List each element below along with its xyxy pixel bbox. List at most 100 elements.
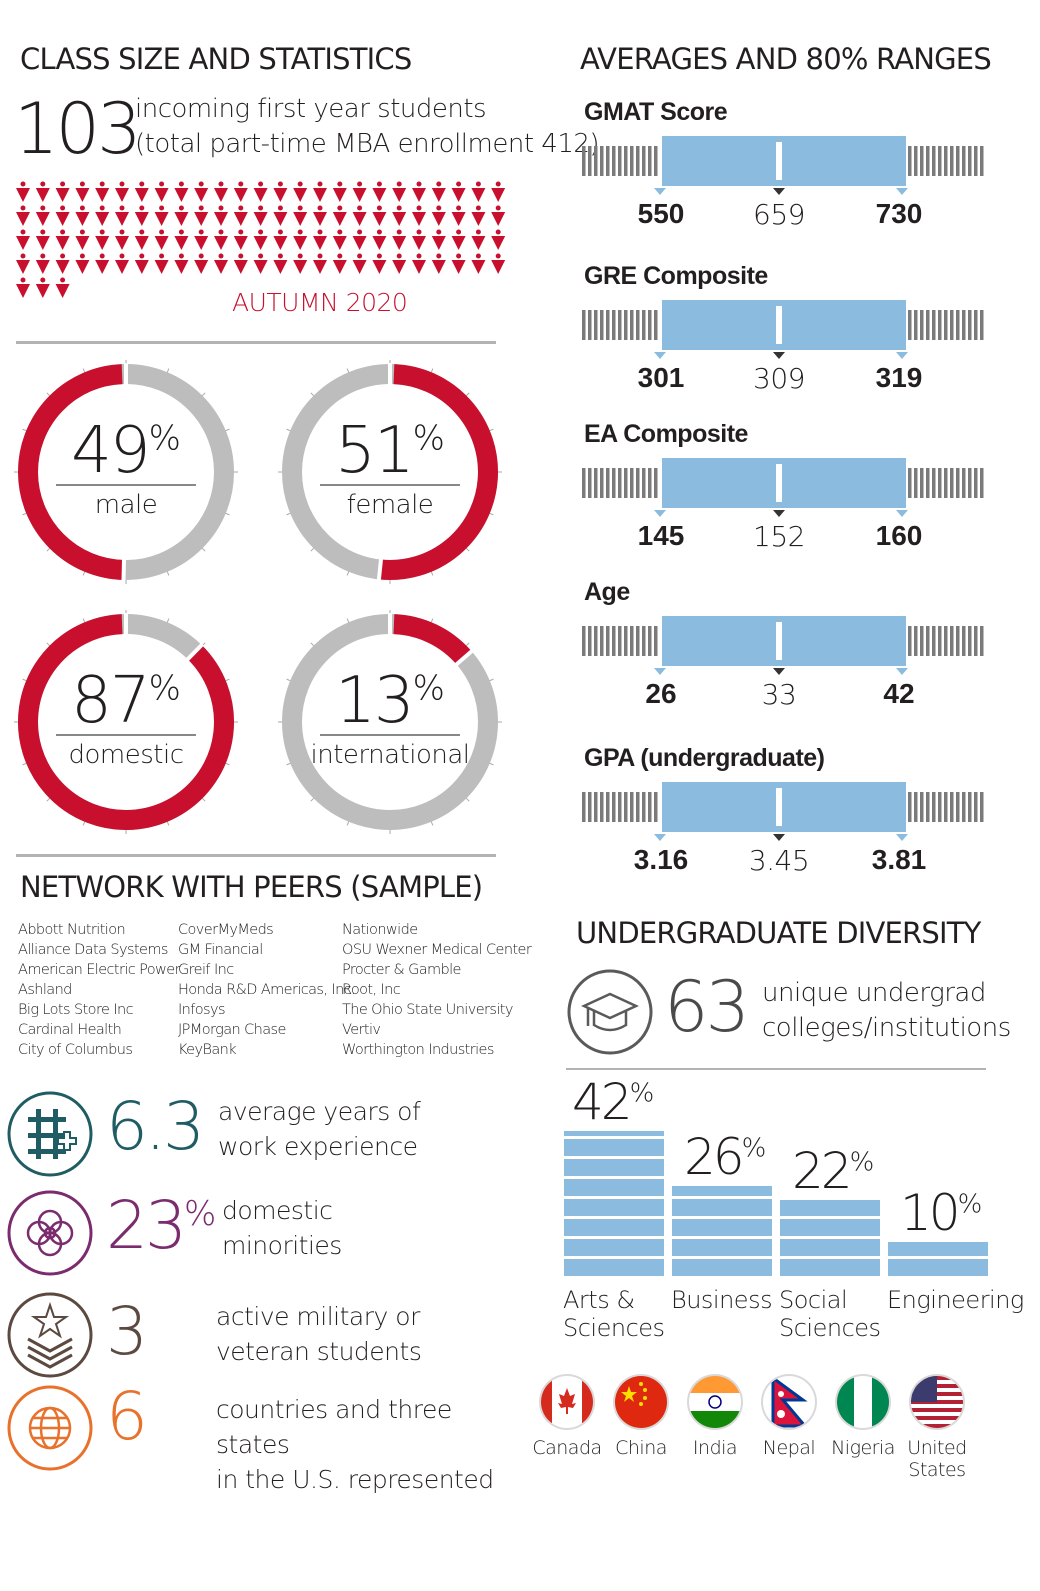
company-col-1: Abbott Nutrition Alliance Data Systems A… (18, 920, 181, 1060)
range-hatch (944, 792, 948, 822)
student-marker (75, 205, 90, 226)
range-hatch (956, 310, 960, 340)
bar (780, 1200, 880, 1276)
donut-segment (393, 614, 472, 665)
range-low-value: 301 (637, 362, 685, 393)
us-flag-icon (909, 1374, 965, 1430)
range-hatch (624, 146, 628, 176)
range-hatch (594, 626, 598, 656)
range-hatch (594, 146, 598, 176)
flag-india: India (678, 1372, 752, 1459)
student-marker (392, 229, 407, 250)
company-name: JPMorgan Chase (178, 1022, 286, 1038)
range-high-pointer (896, 510, 908, 517)
country-label: China (615, 1437, 667, 1459)
student-marker (253, 229, 268, 250)
range-hatch (974, 626, 978, 656)
ranges-title: AVERAGES AND 80% RANGES (580, 42, 992, 76)
divider (16, 854, 496, 857)
range-label: EA Composite (584, 420, 748, 448)
fact-value: 6.3 (106, 1088, 205, 1165)
range-hatch (920, 468, 924, 498)
range-hatch (636, 146, 640, 176)
range-hatch (926, 626, 930, 656)
range-hatch (600, 310, 604, 340)
donut-female-value: 51% (335, 414, 445, 488)
donut-divider (320, 734, 460, 736)
range-low-value: 3.16 (633, 844, 689, 875)
fact-desc-line1: active military or (216, 1302, 420, 1331)
donut-domestic-label: domestic (68, 740, 185, 770)
student-marker (412, 253, 426, 274)
range-hatch (980, 468, 984, 498)
range-hatch (920, 146, 924, 176)
range-hatch (654, 146, 658, 176)
student-marker (134, 181, 149, 202)
range-hatch (642, 146, 646, 176)
globe-icon (7, 1385, 93, 1471)
range-hatch (588, 626, 592, 656)
student-marker (75, 181, 90, 202)
range-hatch (606, 626, 610, 656)
range-bar (582, 136, 984, 195)
range-hatch (630, 626, 634, 656)
fact-desc: average years of work experience (218, 1094, 421, 1164)
fact-desc-line1: average years of (218, 1097, 421, 1126)
donut-gap (376, 558, 384, 581)
donut-female-ring (278, 360, 502, 584)
range-hatch (938, 310, 942, 340)
range-average-marker (776, 142, 782, 180)
company-name: Big Lots Store Inc (18, 1002, 134, 1018)
term-label: AUTUMN 2020 (232, 288, 408, 317)
range-hatch (932, 792, 936, 822)
country-label: Canada (532, 1437, 602, 1459)
student-marker (313, 181, 327, 202)
donut-divider (320, 484, 460, 486)
range-hatch (980, 146, 984, 176)
range-hatch (968, 468, 972, 498)
donut-male-value: 49% (71, 414, 181, 488)
range-hatch (920, 626, 924, 656)
fact-value: 6 (106, 1378, 148, 1455)
range-hatch (974, 146, 978, 176)
range-80pct-bar (662, 782, 906, 832)
range-hatch (624, 626, 628, 656)
bar-category-label: Arts & Sciences (563, 1286, 665, 1342)
range-low-pointer (654, 352, 666, 359)
range-hatch (920, 310, 924, 340)
company-name: Ashland (18, 982, 72, 998)
flag-nepal: Nepal (752, 1372, 826, 1459)
student-marker (451, 229, 466, 250)
fact-domestic-minorities: 23% domestic minorities (6, 1187, 516, 1279)
range-average-marker (776, 788, 782, 826)
student-marker (214, 253, 228, 274)
fact-desc-line2: minorities (222, 1231, 342, 1260)
student-marker (471, 253, 486, 274)
china-flag-icon (613, 1374, 669, 1430)
range-80pct-bar (662, 616, 906, 666)
company-name: Vertiv (342, 1022, 381, 1038)
student-marker (16, 181, 30, 202)
range-hatch (908, 468, 912, 498)
bar-value-label: 10% (900, 1183, 982, 1242)
student-marker (16, 205, 30, 226)
range-item: Age 26 33 42 (580, 578, 1000, 718)
incoming-desc-line2: (total part-time MBA enrollment 412) (135, 129, 600, 159)
student-marker (372, 229, 387, 250)
country-label: Nepal (762, 1437, 816, 1459)
range-hatch (636, 310, 640, 340)
range-hatch (932, 310, 936, 340)
range-hatch (594, 792, 598, 822)
donut-international-label: international (310, 740, 471, 770)
range-hatch (914, 310, 918, 340)
range-hatch (588, 468, 592, 498)
range-label: Age (584, 578, 630, 606)
range-hatch (612, 626, 616, 656)
range-avg-pointer (773, 834, 785, 841)
fact-desc: active military or veteran students (216, 1299, 422, 1369)
student-marker (313, 229, 327, 250)
student-marker (95, 253, 110, 274)
range-hatch (648, 626, 652, 656)
range-hatch (600, 626, 604, 656)
range-hatch (914, 626, 918, 656)
